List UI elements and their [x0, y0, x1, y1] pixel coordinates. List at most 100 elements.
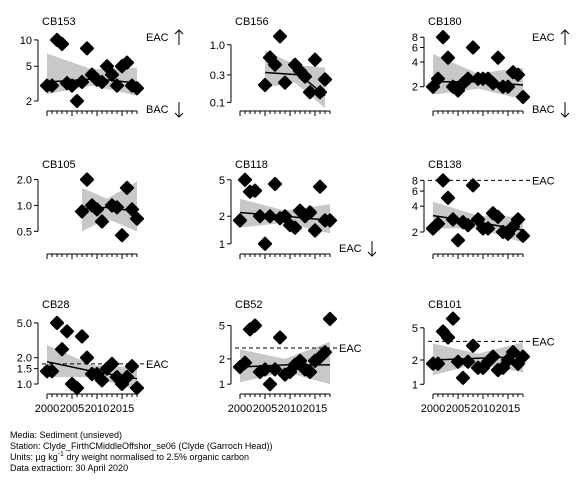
data-point — [292, 353, 308, 368]
y-tick-label: 1.0 — [17, 379, 32, 391]
data-point — [237, 355, 253, 370]
data-point — [312, 179, 328, 194]
y-tick-label: 1 — [412, 379, 418, 391]
data-point — [440, 330, 456, 345]
panel-cb138: CB138 2 4 68 EAC — [412, 159, 555, 259]
data-point — [69, 93, 85, 109]
panel-title: CB118 — [235, 159, 268, 171]
x-tick-label: 2000 — [35, 403, 59, 415]
arrow-down-head-icon — [174, 112, 184, 118]
y-tick-label: 6 — [412, 186, 418, 198]
data-point — [445, 311, 461, 326]
footer-media: Media: Sediment (unsieved) — [10, 430, 123, 440]
panel-cb180: CB180 2 4 68 EAC BAC — [412, 16, 570, 118]
panel-title: CB28 — [42, 299, 70, 311]
y-tick-label: 4 — [412, 201, 418, 213]
data-point — [124, 202, 140, 217]
data-point — [510, 212, 526, 227]
eac-label: EAC — [146, 359, 169, 371]
arrow-up-head-icon — [560, 29, 570, 35]
data-point — [54, 36, 70, 52]
data-point — [94, 214, 110, 229]
y-tick-label: 5 — [219, 175, 225, 187]
trend-line — [264, 71, 326, 97]
x-tick-label: 2010 — [471, 403, 495, 415]
eac-label: EAC — [532, 336, 555, 348]
data-point — [465, 178, 481, 193]
x-tick-label: 2010 — [85, 403, 109, 415]
trend-line — [239, 364, 330, 368]
y-tick-label: 2 — [412, 227, 418, 239]
data-point — [490, 50, 506, 65]
panel-title: CB105 — [42, 159, 76, 171]
data-point — [119, 55, 135, 70]
panel-cb52: CB52 1 2 5 2000 2005 2010 2015 EAC — [219, 299, 362, 415]
y-tick-label: 0.3 — [210, 70, 225, 82]
eac-label: EAC — [146, 32, 169, 44]
y-tick-label: 5 — [412, 323, 418, 335]
x-tick-label: 2015 — [496, 403, 520, 415]
data-point — [74, 329, 90, 344]
y-tick-label: 1 — [219, 239, 225, 251]
data-point — [257, 77, 273, 93]
data-point — [435, 30, 451, 45]
data-point — [430, 356, 446, 371]
y-tick-label: 2 — [219, 354, 225, 366]
panel-cb156: CB156 0.1 0.3 1.0 — [210, 16, 333, 116]
y-tick-label: 8 — [412, 32, 418, 44]
data-point — [94, 373, 110, 388]
panel-title: CB138 — [428, 159, 462, 171]
data-point — [44, 364, 60, 379]
data-point — [302, 85, 318, 100]
data-point — [232, 213, 248, 228]
panel-title: CB180 — [428, 16, 462, 28]
data-point — [79, 41, 95, 56]
data-point — [317, 345, 333, 360]
data-point — [485, 349, 501, 364]
data-point — [480, 221, 496, 236]
data-point — [465, 40, 481, 55]
data-point — [272, 330, 288, 345]
data-point — [322, 311, 338, 327]
data-point — [247, 318, 263, 333]
y-tick-label: 2.0 — [17, 175, 32, 187]
y-tick-label: 1.0 — [210, 40, 225, 52]
y-tick-label: 5 — [26, 61, 32, 73]
data-point — [54, 342, 70, 357]
footer: Media: Sediment (unsieved) Station: Clyd… — [10, 430, 272, 474]
y-tick-label: 5 — [219, 321, 225, 333]
data-point — [307, 223, 323, 238]
data-point — [109, 78, 125, 93]
y-tick-label: 2 — [412, 82, 418, 94]
x-tick-label: 2005 — [446, 403, 470, 415]
data-point — [450, 233, 466, 248]
trend-line — [239, 211, 331, 222]
data-point — [317, 72, 333, 87]
panel-cb118: CB118 1 2 5 EAC — [219, 159, 377, 259]
data-point — [307, 52, 323, 67]
data-point — [272, 29, 288, 44]
panel-cb153: CB153 2 5 10 EAC BAC — [20, 16, 184, 118]
y-tick-label: 10 — [20, 35, 32, 47]
arrow-down-head-icon — [560, 112, 570, 118]
data-point — [119, 180, 135, 195]
x-tick-label: 2015 — [110, 403, 134, 415]
y-tick-label: 1.5 — [17, 364, 32, 376]
trend-line — [432, 214, 524, 231]
eac-label: EAC — [339, 343, 362, 355]
data-point — [104, 356, 120, 371]
eac-label: EAC — [532, 32, 555, 44]
y-tick-label: 2 — [26, 96, 32, 108]
data-point — [510, 67, 526, 82]
data-point — [267, 362, 283, 377]
eac-label: EAC — [532, 175, 555, 187]
data-point — [267, 176, 283, 192]
eac-label: EAC — [339, 243, 362, 255]
y-tick-label: 1 — [219, 379, 225, 391]
y-tick-label: 1.0 — [17, 200, 32, 212]
data-point — [505, 345, 521, 360]
data-point — [237, 172, 253, 187]
data-point — [435, 173, 451, 188]
arrow-up-head-icon — [174, 29, 184, 35]
panel-title: CB101 — [428, 299, 462, 311]
